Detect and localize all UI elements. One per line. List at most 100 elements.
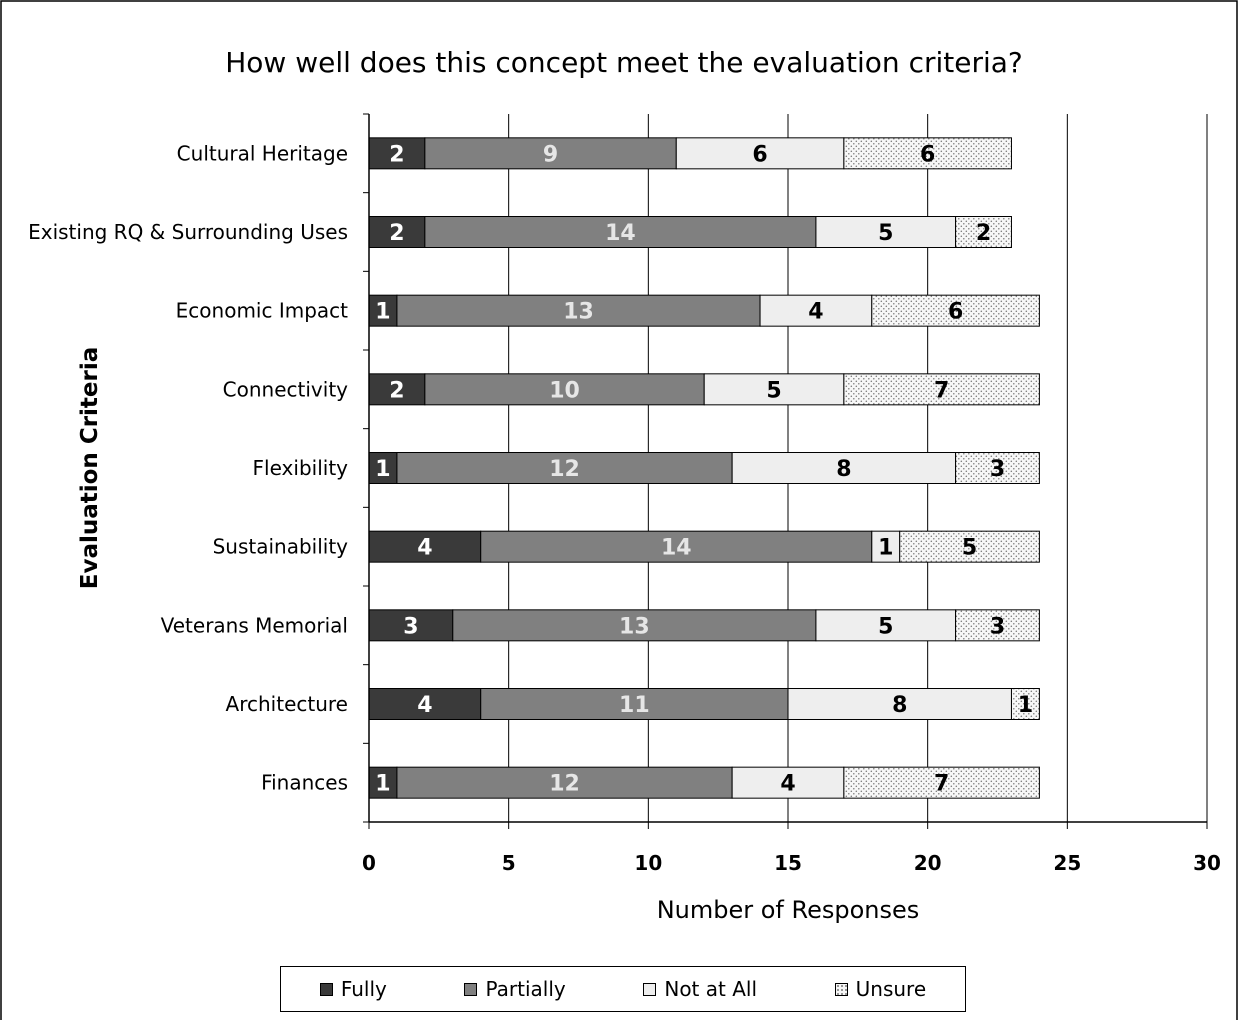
data-label-fully-connectivity: 2	[389, 378, 404, 403]
legend-item-fully: Fully	[319, 977, 387, 1001]
bar-partially-flexibility	[396, 452, 733, 484]
data-label-unsure-sustainability: 5	[962, 536, 977, 561]
y-axis-title: Evaluation Criteria	[77, 347, 103, 590]
data-label-partially-veterans-memorial: 13	[619, 614, 650, 639]
legend-label-unsure: Unsure	[855, 977, 927, 1001]
category-label-connectivity: Connectivity	[223, 377, 348, 401]
bar-fully-economic-impact	[368, 294, 398, 327]
data-label-fully-flexibility: 1	[375, 457, 390, 482]
data-label-unsure-economic-impact: 6	[948, 300, 963, 325]
data-label-unsure-flexibility: 3	[990, 457, 1005, 482]
data-label-fully-finances: 1	[375, 772, 390, 797]
bar-partially-connectivity	[424, 373, 705, 406]
bar-partially-economic-impact	[396, 294, 761, 327]
data-label-fully-existing-rq-surrounding-uses: 2	[389, 221, 404, 246]
bar-unsure-sustainability	[899, 530, 1040, 563]
legend-item-unsure: Unsure	[834, 977, 927, 1001]
data-label-fully-sustainability: 4	[417, 536, 432, 561]
axes	[363, 113, 1208, 829]
category-label-architecture: Architecture	[226, 692, 348, 716]
bar-not-at-all-connectivity	[703, 373, 845, 406]
bar-not-at-all-cultural-heritage	[675, 137, 845, 170]
bar-not-at-all-flexibility	[731, 452, 957, 484]
data-label-not-at-all-economic-impact: 4	[808, 300, 823, 325]
bar-fully-sustainability	[368, 530, 482, 563]
category-labels: Cultural Heritage Existing RQ & Surroundi…	[28, 141, 348, 794]
bar-not-at-all-economic-impact	[759, 294, 873, 327]
x-tick-label-10: 10	[634, 851, 662, 875]
data-label-partially-finances: 12	[549, 772, 580, 797]
data-label-partially-economic-impact: 13	[563, 300, 594, 325]
bar-fully-veterans-memorial	[368, 609, 454, 642]
bar-unsure-economic-impact	[871, 294, 1040, 327]
x-tick-labels: 0 5 10 15 20 25 30	[362, 851, 1221, 875]
x-tick-label-0: 0	[362, 851, 376, 875]
bar-fully-flexibility	[368, 452, 398, 484]
legend-item-partially: Partially	[464, 977, 566, 1001]
x-tick-label-20: 20	[914, 851, 942, 875]
bar-unsure-veterans-memorial	[955, 609, 1040, 642]
data-label-not-at-all-flexibility: 8	[836, 457, 851, 482]
bar-partially-existing-rq-surrounding-uses	[424, 216, 817, 248]
bar-unsure-connectivity	[843, 373, 1040, 406]
bar-not-at-all-finances	[731, 766, 845, 799]
category-label-flexibility: Flexibility	[253, 456, 349, 480]
data-label-fully-architecture: 4	[417, 693, 432, 718]
bar-not-at-all-veterans-memorial	[815, 609, 957, 642]
bar-fully-architecture	[368, 688, 482, 720]
category-label-finances: Finances	[261, 771, 348, 795]
data-label-fully-economic-impact: 1	[375, 300, 390, 325]
legend-item-not-at-all: Not at All	[643, 977, 757, 1001]
data-label-unsure-connectivity: 7	[934, 378, 949, 403]
bar-fully-connectivity	[368, 373, 426, 406]
legend-label-partially: Partially	[485, 977, 566, 1001]
category-label-veterans-memorial: Veterans Memorial	[161, 613, 348, 637]
bar-partially-cultural-heritage	[424, 137, 677, 170]
bar-unsure-existing-rq-surrounding-uses	[955, 216, 1012, 248]
legend-label-not-at-all: Not at All	[664, 977, 758, 1001]
data-label-fully-cultural-heritage: 2	[389, 142, 404, 167]
legend-label-fully: Fully	[340, 977, 387, 1001]
category-label-economic-impact: Economic Impact	[176, 299, 349, 323]
data-label-not-at-all-connectivity: 5	[766, 378, 781, 403]
category-label-existing-rq-surrounding-uses: Existing RQ & Surrounding Uses	[28, 220, 348, 244]
chart-title: How well does this concept meet the eval…	[225, 46, 1023, 79]
data-label-unsure-finances: 7	[934, 772, 949, 797]
x-tick-label-30: 30	[1193, 851, 1221, 875]
legend-swatch-unsure	[834, 982, 848, 996]
bar-unsure-finances	[843, 766, 1040, 799]
legend: Fully Partially Not at All Unsure	[280, 966, 966, 1012]
data-label-unsure-architecture: 1	[1018, 693, 1033, 718]
x-tick-label-25: 25	[1053, 851, 1081, 875]
category-label-sustainability: Sustainability	[213, 535, 349, 559]
legend-swatch-fully	[319, 982, 333, 996]
bar-partially-veterans-memorial	[452, 609, 817, 642]
data-label-fully-veterans-memorial: 3	[403, 614, 418, 639]
x-tick-label-5: 5	[502, 851, 516, 875]
bar-fully-finances	[368, 766, 398, 799]
data-label-partially-architecture: 11	[619, 693, 650, 718]
data-label-partially-sustainability: 14	[661, 536, 692, 561]
data-label-partially-connectivity: 10	[549, 378, 580, 403]
data-label-not-at-all-cultural-heritage: 6	[752, 142, 767, 167]
bars: 2 9 6 62 14 5 21 13 4 62 10 5 71 12 8 34 14 1 53 13 5 34 11 8 11…	[368, 137, 1040, 799]
data-label-partially-existing-rq-surrounding-uses: 14	[605, 221, 636, 246]
data-label-unsure-veterans-memorial: 3	[990, 614, 1005, 639]
data-label-not-at-all-existing-rq-surrounding-uses: 5	[878, 221, 893, 246]
bar-partially-architecture	[480, 688, 789, 720]
x-axis-title: Number of Responses	[657, 896, 920, 924]
bar-unsure-cultural-heritage	[843, 137, 1012, 170]
data-label-not-at-all-veterans-memorial: 5	[878, 614, 893, 639]
bar-unsure-flexibility	[955, 452, 1040, 484]
data-label-not-at-all-architecture: 8	[892, 693, 907, 718]
data-label-not-at-all-finances: 4	[780, 772, 795, 797]
data-label-not-at-all-sustainability: 1	[878, 536, 893, 561]
x-tick-label-15: 15	[774, 851, 802, 875]
category-label-cultural-heritage: Cultural Heritage	[177, 141, 348, 165]
data-label-partially-cultural-heritage: 9	[543, 142, 558, 167]
data-label-partially-flexibility: 12	[549, 457, 580, 482]
legend-swatch-not-at-all	[643, 982, 657, 996]
legend-swatch-partially	[464, 982, 478, 996]
